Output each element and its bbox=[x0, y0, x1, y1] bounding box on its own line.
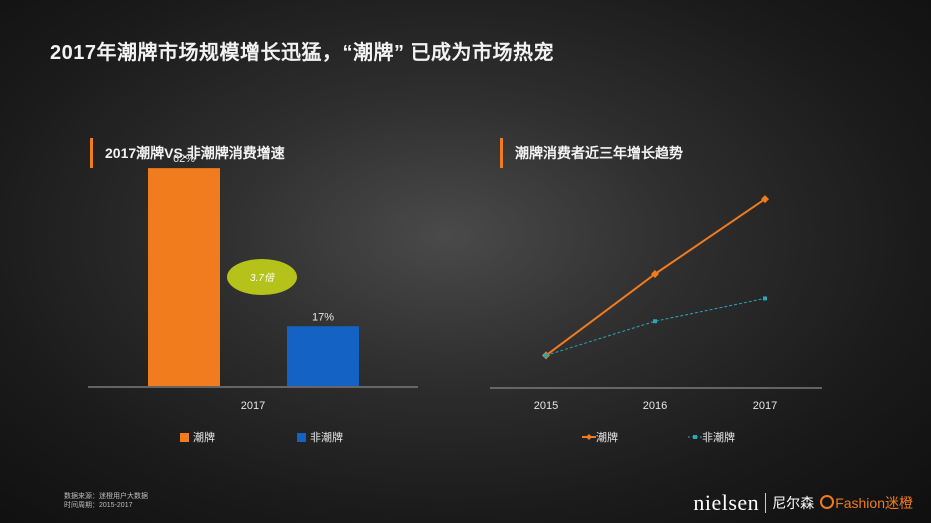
line-legend-item-feichaopai: 非潮牌 bbox=[688, 429, 735, 445]
data-point-feichaopai bbox=[653, 319, 657, 324]
legend-line-marker bbox=[688, 435, 702, 439]
bar-feichaopai bbox=[287, 326, 359, 386]
ofashion-logo: Fashion迷橙 bbox=[820, 493, 913, 513]
right-chart-title: 潮牌消费者近三年增长趋势 bbox=[500, 138, 683, 168]
bar-chaopai bbox=[148, 168, 220, 386]
bar-value-label: 17% bbox=[312, 311, 334, 323]
legend-label: 非潮牌 bbox=[310, 432, 343, 444]
brand-logos: nielsen 尼尔森 Fashion迷橙 bbox=[693, 490, 913, 516]
data-point-feichaopai bbox=[544, 353, 548, 358]
source-text: 数据来源：迷橙用户大数据 bbox=[64, 493, 148, 500]
bar-legend-item-feichaopai: 非潮牌 bbox=[297, 429, 343, 445]
line-legend-item-chaopai: 潮牌 bbox=[582, 429, 618, 445]
data-point-feichaopai bbox=[763, 296, 767, 301]
legend-label: 潮牌 bbox=[596, 432, 618, 444]
data-point-chaopai bbox=[542, 351, 550, 360]
ratio-annotation-label: 3.7倍 bbox=[250, 272, 276, 284]
line-x-tick-label: 2015 bbox=[534, 400, 558, 412]
period-text: 时间周期：2015-2017 bbox=[64, 502, 133, 509]
legend-line-marker bbox=[582, 434, 596, 440]
ratio-annotation-ellipse bbox=[227, 259, 297, 295]
nielsen-cn-logo: 尼尔森 bbox=[772, 496, 815, 512]
series-line-feichaopai bbox=[545, 297, 766, 356]
bar-category-label: 2017 bbox=[241, 400, 265, 412]
legend-label: 非潮牌 bbox=[702, 432, 735, 444]
footnote: 数据来源：迷橙用户大数据 时间周期：2015-2017 bbox=[64, 492, 148, 510]
left-chart-title: 2017潮牌VS.非潮牌消费增速 bbox=[90, 138, 285, 168]
logo-divider bbox=[765, 493, 767, 513]
bar-legend-item-chaopai: 潮牌 bbox=[180, 429, 215, 445]
data-point-chaopai bbox=[761, 195, 769, 204]
legend-label: 潮牌 bbox=[193, 432, 215, 444]
line-x-tick-label: 2017 bbox=[753, 400, 777, 412]
ofashion-label: Fashion迷橙 bbox=[835, 495, 913, 511]
legend-swatch bbox=[297, 432, 306, 442]
nielsen-logo: nielsen bbox=[693, 490, 760, 515]
legend-swatch bbox=[180, 432, 189, 442]
orange-ring-icon bbox=[820, 495, 835, 509]
series-line-chaopai bbox=[545, 198, 766, 357]
data-point-chaopai bbox=[651, 270, 659, 278]
line-x-tick-label: 2016 bbox=[643, 400, 667, 412]
slide-title: 2017年潮牌市场规模增长迅猛，“潮牌” 已成为市场热宠 bbox=[50, 42, 555, 64]
